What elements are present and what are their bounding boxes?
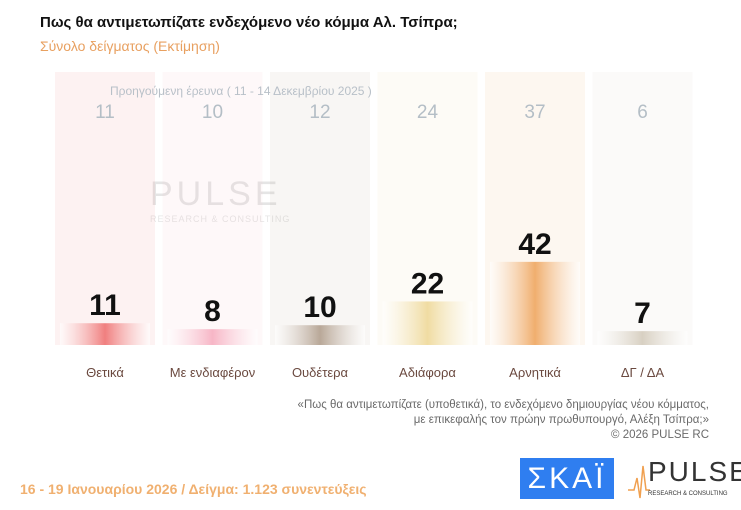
value-label: 22 <box>411 267 444 300</box>
previous-bar-bg <box>162 72 263 345</box>
category-label: Θετικά <box>86 365 124 380</box>
chart-subtitle: Σύνολο δείγματος (Εκτίμηση) <box>40 38 220 54</box>
skai-logo: ΣΚΑΪ <box>520 458 614 499</box>
bar <box>382 301 473 345</box>
category-label: Ουδέτερα <box>292 365 349 380</box>
bar <box>490 261 580 345</box>
value-label: 7 <box>634 297 651 330</box>
previous-bar-bg <box>55 72 155 345</box>
previous-bar-bg <box>377 72 478 345</box>
question-note: «Πως θα αντιμετωπίζατε (υποθετικά), το ε… <box>297 399 709 441</box>
chart-title: Πως θα αντιμετωπίζατε ενδεχόμενο νέο κόμ… <box>40 14 458 31</box>
bar-chart: 11 11 Θετικά 10 8 Με ενδιαφέρον 12 10 Ουδέτερα 24… <box>55 72 693 380</box>
value-label: 11 <box>89 289 121 322</box>
value-label: 8 <box>204 295 221 328</box>
category-label: Αρνητικά <box>509 365 561 380</box>
previous-bar-bg <box>592 72 693 345</box>
bar <box>167 329 258 345</box>
value-label: 10 <box>303 291 336 324</box>
category-label: Με ενδιαφέρον <box>170 365 256 380</box>
value-label: 42 <box>518 228 551 261</box>
pulse-logo: PULSE RESEARCH & CONSULTING <box>628 456 741 502</box>
previous-value-label: 24 <box>417 102 439 123</box>
previous-survey-label: Προηγούμενη έρευνα ( 11 - 14 Δεκεμβρίου … <box>110 84 372 98</box>
bar <box>597 331 688 345</box>
previous-value-label: 12 <box>309 102 330 123</box>
previous-value-label: 37 <box>524 102 545 123</box>
previous-value-label: 11 <box>95 102 115 123</box>
bar <box>275 325 365 345</box>
pulse-watermark: PULSE RESEARCH & CONSULTING <box>150 175 291 224</box>
footer-fieldwork: 16 - 19 Ιανουαρίου 2026 / Δείγμα: 1.123 … <box>20 481 367 497</box>
previous-value-label: 10 <box>202 102 223 123</box>
category-label: ΔΓ / ΔΑ <box>621 365 665 380</box>
category-label: Αδιάφορα <box>399 365 456 380</box>
previous-value-label: 6 <box>637 102 648 123</box>
bar <box>60 323 150 345</box>
previous-bar-bg <box>270 72 370 345</box>
